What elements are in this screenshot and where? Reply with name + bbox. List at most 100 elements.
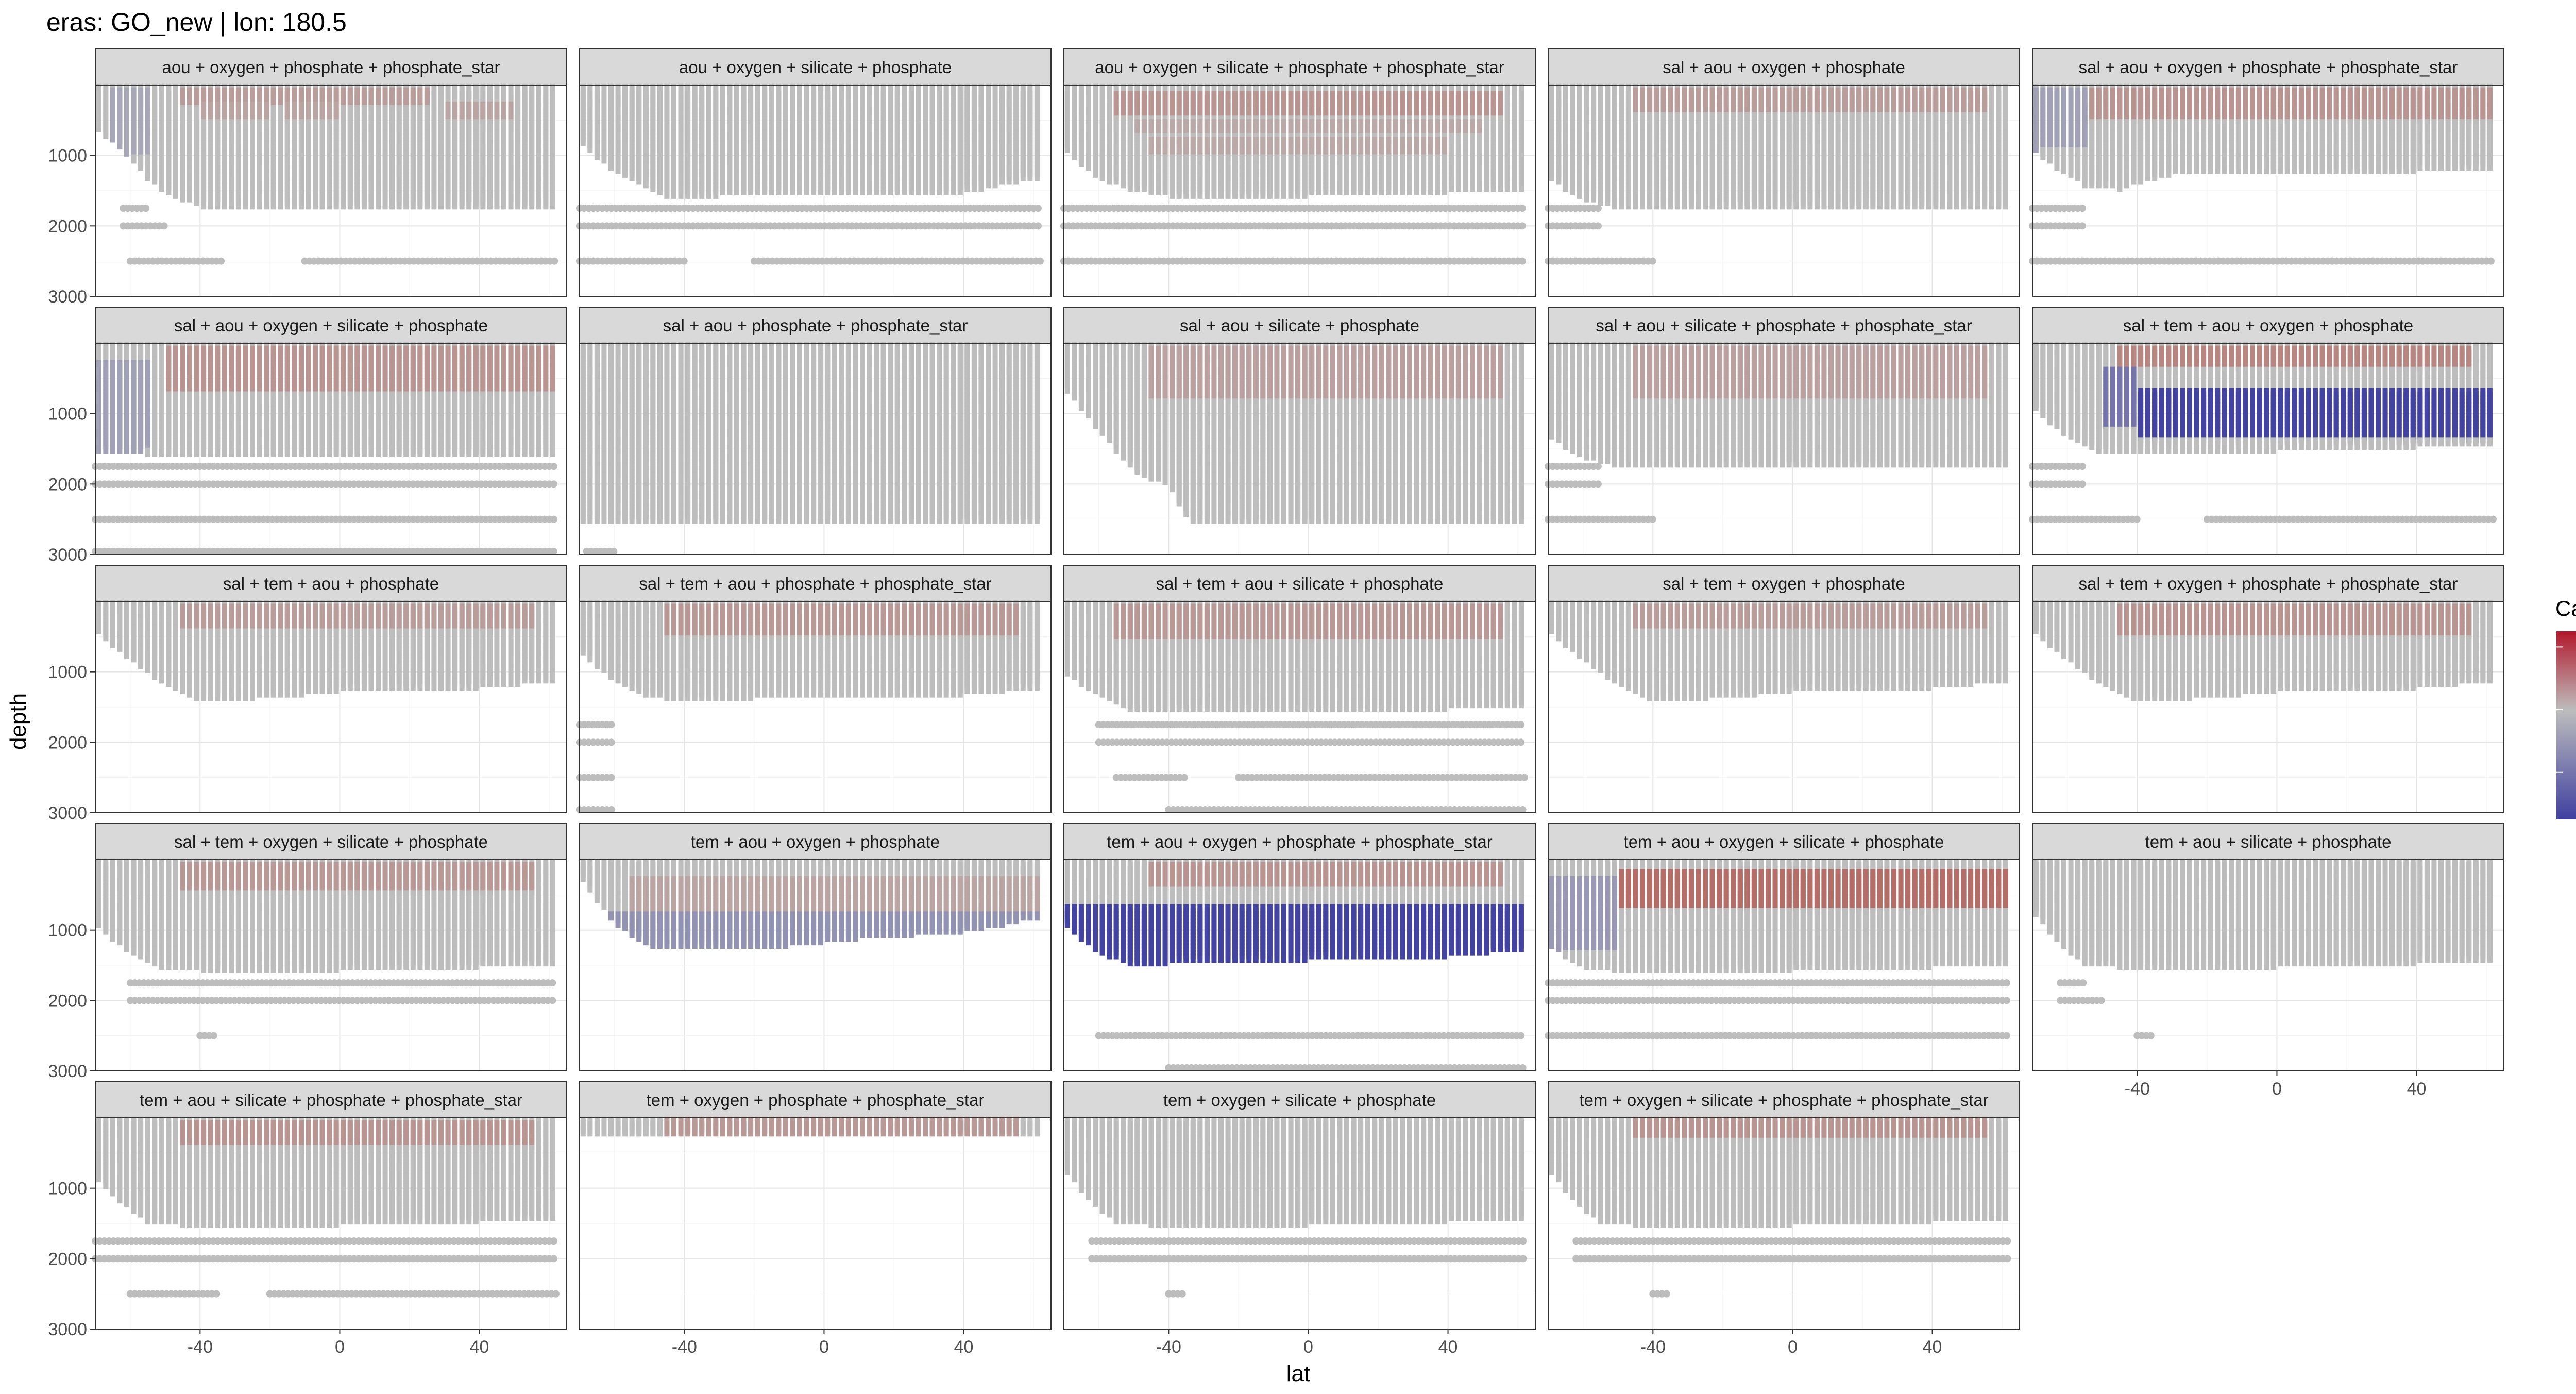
data-point — [1037, 258, 1044, 265]
data-point — [529, 200, 534, 209]
data-point — [152, 176, 157, 185]
data-point — [327, 200, 332, 209]
data-point — [804, 186, 809, 195]
data-point — [285, 200, 290, 209]
y-axis-title: depth — [6, 693, 31, 750]
facet-panels: aou + oxygen + phosphate + phosphate_sta… — [48, 49, 2504, 1357]
data-point — [1086, 161, 1091, 171]
data-point — [299, 200, 304, 209]
data-point — [229, 200, 234, 209]
data-point — [452, 200, 457, 209]
data-point — [685, 190, 690, 199]
data-point — [487, 200, 493, 209]
data-point — [376, 200, 381, 209]
facet-strip-label: aou + oxygen + silicate + phosphate + ph… — [1095, 58, 1504, 77]
data-point — [354, 200, 360, 209]
data-point — [825, 186, 830, 195]
data-point — [681, 258, 688, 265]
data-point — [1156, 186, 1161, 195]
data-point — [1065, 144, 1070, 153]
data-point — [846, 186, 851, 195]
data-point — [595, 151, 600, 160]
data-point — [1035, 222, 1042, 229]
data-point — [679, 190, 684, 199]
data-point — [581, 137, 586, 146]
data-point — [958, 186, 963, 195]
data-point — [431, 200, 436, 209]
data-point — [930, 186, 935, 195]
data-point — [543, 200, 548, 209]
chart-title: eras: GO_new | lon: 180.5 — [46, 8, 347, 37]
data-point — [776, 186, 781, 195]
data-point — [748, 186, 753, 195]
data-point — [1035, 205, 1042, 212]
data-point — [383, 200, 388, 209]
data-point — [1021, 172, 1026, 181]
data-point — [187, 193, 192, 203]
data-point — [341, 200, 346, 209]
data-point — [755, 186, 760, 195]
data-point — [630, 172, 635, 181]
data-point — [734, 186, 739, 195]
data-point — [117, 140, 122, 149]
data-point — [194, 197, 199, 206]
data-point — [986, 179, 991, 188]
data-point — [515, 200, 520, 209]
data-point — [650, 182, 655, 192]
data-point — [664, 190, 669, 199]
data-point — [501, 200, 506, 209]
data-point — [839, 186, 844, 195]
data-point — [699, 190, 704, 199]
data-point — [217, 258, 225, 265]
data-point — [550, 200, 555, 209]
data-point — [762, 186, 767, 195]
data-point — [657, 186, 663, 195]
data-point — [790, 186, 795, 195]
data-point — [138, 161, 143, 171]
data-point — [201, 200, 206, 209]
data-point — [706, 190, 711, 199]
data-point — [96, 123, 101, 132]
data-point — [1072, 151, 1077, 160]
data-point — [999, 176, 1005, 185]
data-point — [145, 172, 150, 181]
data-point — [832, 186, 837, 195]
data-point — [166, 186, 171, 195]
data-point — [161, 222, 168, 229]
data-point — [720, 186, 725, 195]
data-point — [1121, 179, 1126, 188]
data-point — [860, 186, 865, 195]
data-point — [888, 186, 893, 195]
data-point — [916, 186, 921, 195]
data-point — [608, 161, 614, 171]
data-point — [446, 200, 451, 209]
data-point — [159, 182, 164, 192]
data-point — [1093, 169, 1098, 178]
data-point — [1007, 176, 1012, 185]
data-point — [362, 200, 367, 209]
data-point — [236, 200, 241, 209]
data-point — [1107, 176, 1112, 185]
data-point — [902, 186, 907, 195]
data-point — [536, 200, 541, 209]
data-point — [389, 200, 395, 209]
data-point — [727, 186, 732, 195]
data-point — [271, 200, 276, 209]
data-point — [417, 200, 422, 209]
facet-panel: aou + oxygen + silicate + phosphate + ph… — [1060, 49, 1535, 296]
data-point — [937, 186, 942, 195]
data-point — [692, 190, 698, 199]
data-point — [797, 186, 802, 195]
data-point — [616, 165, 621, 174]
data-point — [769, 186, 774, 195]
data-point — [909, 186, 914, 195]
data-point — [180, 193, 185, 203]
data-point — [278, 200, 283, 209]
data-point — [1142, 182, 1147, 192]
data-point — [131, 155, 137, 164]
data-point — [1134, 182, 1140, 192]
data-point — [313, 200, 318, 209]
data-point — [173, 190, 178, 199]
